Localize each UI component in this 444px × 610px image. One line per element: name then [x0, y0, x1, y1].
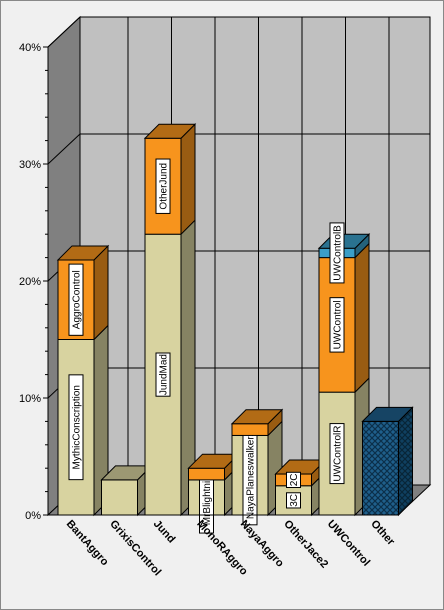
- y-axis: 0% 10% 20% 30% 40%: [19, 42, 49, 522]
- bar-top: [230, 409, 284, 425]
- y-tick-label: 0%: [25, 510, 41, 522]
- segment-data-label: 2C: [286, 471, 301, 488]
- y-tick-label: 10%: [19, 393, 41, 405]
- bar-stacks: MythicConscription AggroControl JundMad Oth…: [56, 123, 414, 534]
- bar-segment-side: [180, 123, 196, 236]
- segment-label-text: UWControlR: [333, 426, 344, 482]
- segment-label-text: JundMad: [159, 354, 170, 395]
- segment-label-text: UWControlB: [333, 225, 344, 281]
- segment-data-label: UWControlR: [329, 423, 345, 485]
- segment-label-box: [329, 297, 345, 353]
- bar-stack-BantAggro: MythicConscription AggroControl: [56, 244, 110, 517]
- segment-label-text: UWControl: [333, 300, 344, 349]
- segment-label-box: [286, 471, 301, 488]
- segment-label-text: AggroControl: [72, 270, 83, 329]
- bar-top: [56, 245, 110, 261]
- segment-label-box: [68, 263, 84, 336]
- segment-label-text: NayaPlaneswalkers: [246, 431, 257, 519]
- y-tick-label: 20%: [19, 276, 41, 288]
- grid-line-left: [47, 16, 81, 48]
- segment-data-label: UWControl: [329, 297, 345, 353]
- segment-label-box: [155, 352, 171, 397]
- bar-segment-side: [398, 406, 413, 517]
- bar-stack-Other: [361, 406, 414, 517]
- segment-data-label: NayaPlaneswalkers: [242, 425, 258, 526]
- bar-stack-Jund: JundMad OtherJund: [143, 123, 197, 517]
- y-tick-label: 40%: [19, 42, 41, 54]
- segment-label-text: 3C: [289, 494, 300, 507]
- bar-segment-side: [354, 242, 370, 394]
- bar-segment: [231, 423, 269, 436]
- segment-label-text: MrBlightning: [202, 470, 213, 526]
- y-tick-label: 30%: [19, 159, 41, 171]
- grid-line-left: [47, 133, 81, 165]
- segment-label-text: MythicConscription: [72, 385, 83, 469]
- bar-stack-GrixisControl: [100, 464, 153, 517]
- bar-stack-OtherJace2: 3C 2C: [274, 458, 327, 517]
- segment-label-box: [286, 492, 301, 509]
- bar-segment: [188, 467, 225, 481]
- bar-stack-NayaAggro: NayaPlaneswalkers: [230, 408, 284, 526]
- segment-data-label: OtherJund: [155, 158, 171, 214]
- bar-segment: [101, 479, 138, 516]
- segment-label-box: [68, 374, 84, 481]
- bar-segment: [362, 420, 399, 516]
- segment-label-text: 2C: [289, 474, 300, 487]
- bar-stack-UWControl: UWControlR UWControl UWControlB: [317, 222, 371, 517]
- segment-data-label: 3C: [286, 492, 301, 509]
- bar-stack-MonoRAggro: MrBlightning: [187, 452, 240, 534]
- segment-data-label: AggroControl: [68, 263, 84, 336]
- segment-label-box: [329, 222, 345, 284]
- segment-data-label: UWControlB: [329, 222, 345, 284]
- segment-data-label: MythicConscription: [68, 374, 84, 481]
- bar-top: [361, 406, 414, 422]
- bar-segment-side: [93, 244, 109, 341]
- segment-label-box: [155, 158, 171, 214]
- segment-label-box: [329, 423, 345, 485]
- bar-top: [143, 123, 197, 139]
- segment-data-label: JundMad: [155, 352, 171, 397]
- segment-label-text: OtherJund: [159, 163, 170, 210]
